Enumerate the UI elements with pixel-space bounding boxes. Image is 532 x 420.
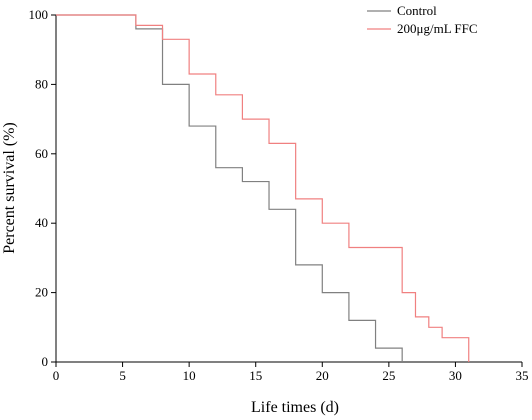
x-tick-label: 20 [316, 368, 329, 383]
x-tick-label: 15 [249, 368, 262, 383]
y-axis-title: Percent survival (%) [1, 122, 18, 254]
y-tick-label: 60 [35, 146, 48, 161]
x-ticks: 0 5 10 15 20 25 30 35 [53, 362, 529, 383]
series-line-control [56, 14, 403, 362]
y-tick-label: 0 [42, 354, 49, 369]
y-tick-label: 20 [35, 285, 48, 300]
y-tick-label: 100 [29, 7, 49, 22]
y-ticks: 0 20 40 60 80 100 [29, 7, 56, 369]
legend-label-control: Control [397, 3, 437, 18]
legend: Control 200μg/mL FFC [367, 3, 478, 36]
x-tick-label: 25 [382, 368, 395, 383]
x-tick-label: 10 [183, 368, 196, 383]
x-tick-label: 0 [53, 368, 60, 383]
x-axis-title: Life times (d) [251, 399, 339, 416]
x-tick-label: 5 [119, 368, 126, 383]
y-tick-label: 80 [35, 76, 48, 91]
y-tick-label: 40 [35, 215, 48, 230]
x-tick-label: 35 [516, 368, 529, 383]
series-line-200-g-ml-ffc [56, 14, 470, 362]
axes [55, 15, 522, 363]
x-tick-label: 30 [449, 368, 462, 383]
legend-label-ffc: 200μg/mL FFC [397, 21, 478, 36]
series-group [56, 14, 470, 362]
